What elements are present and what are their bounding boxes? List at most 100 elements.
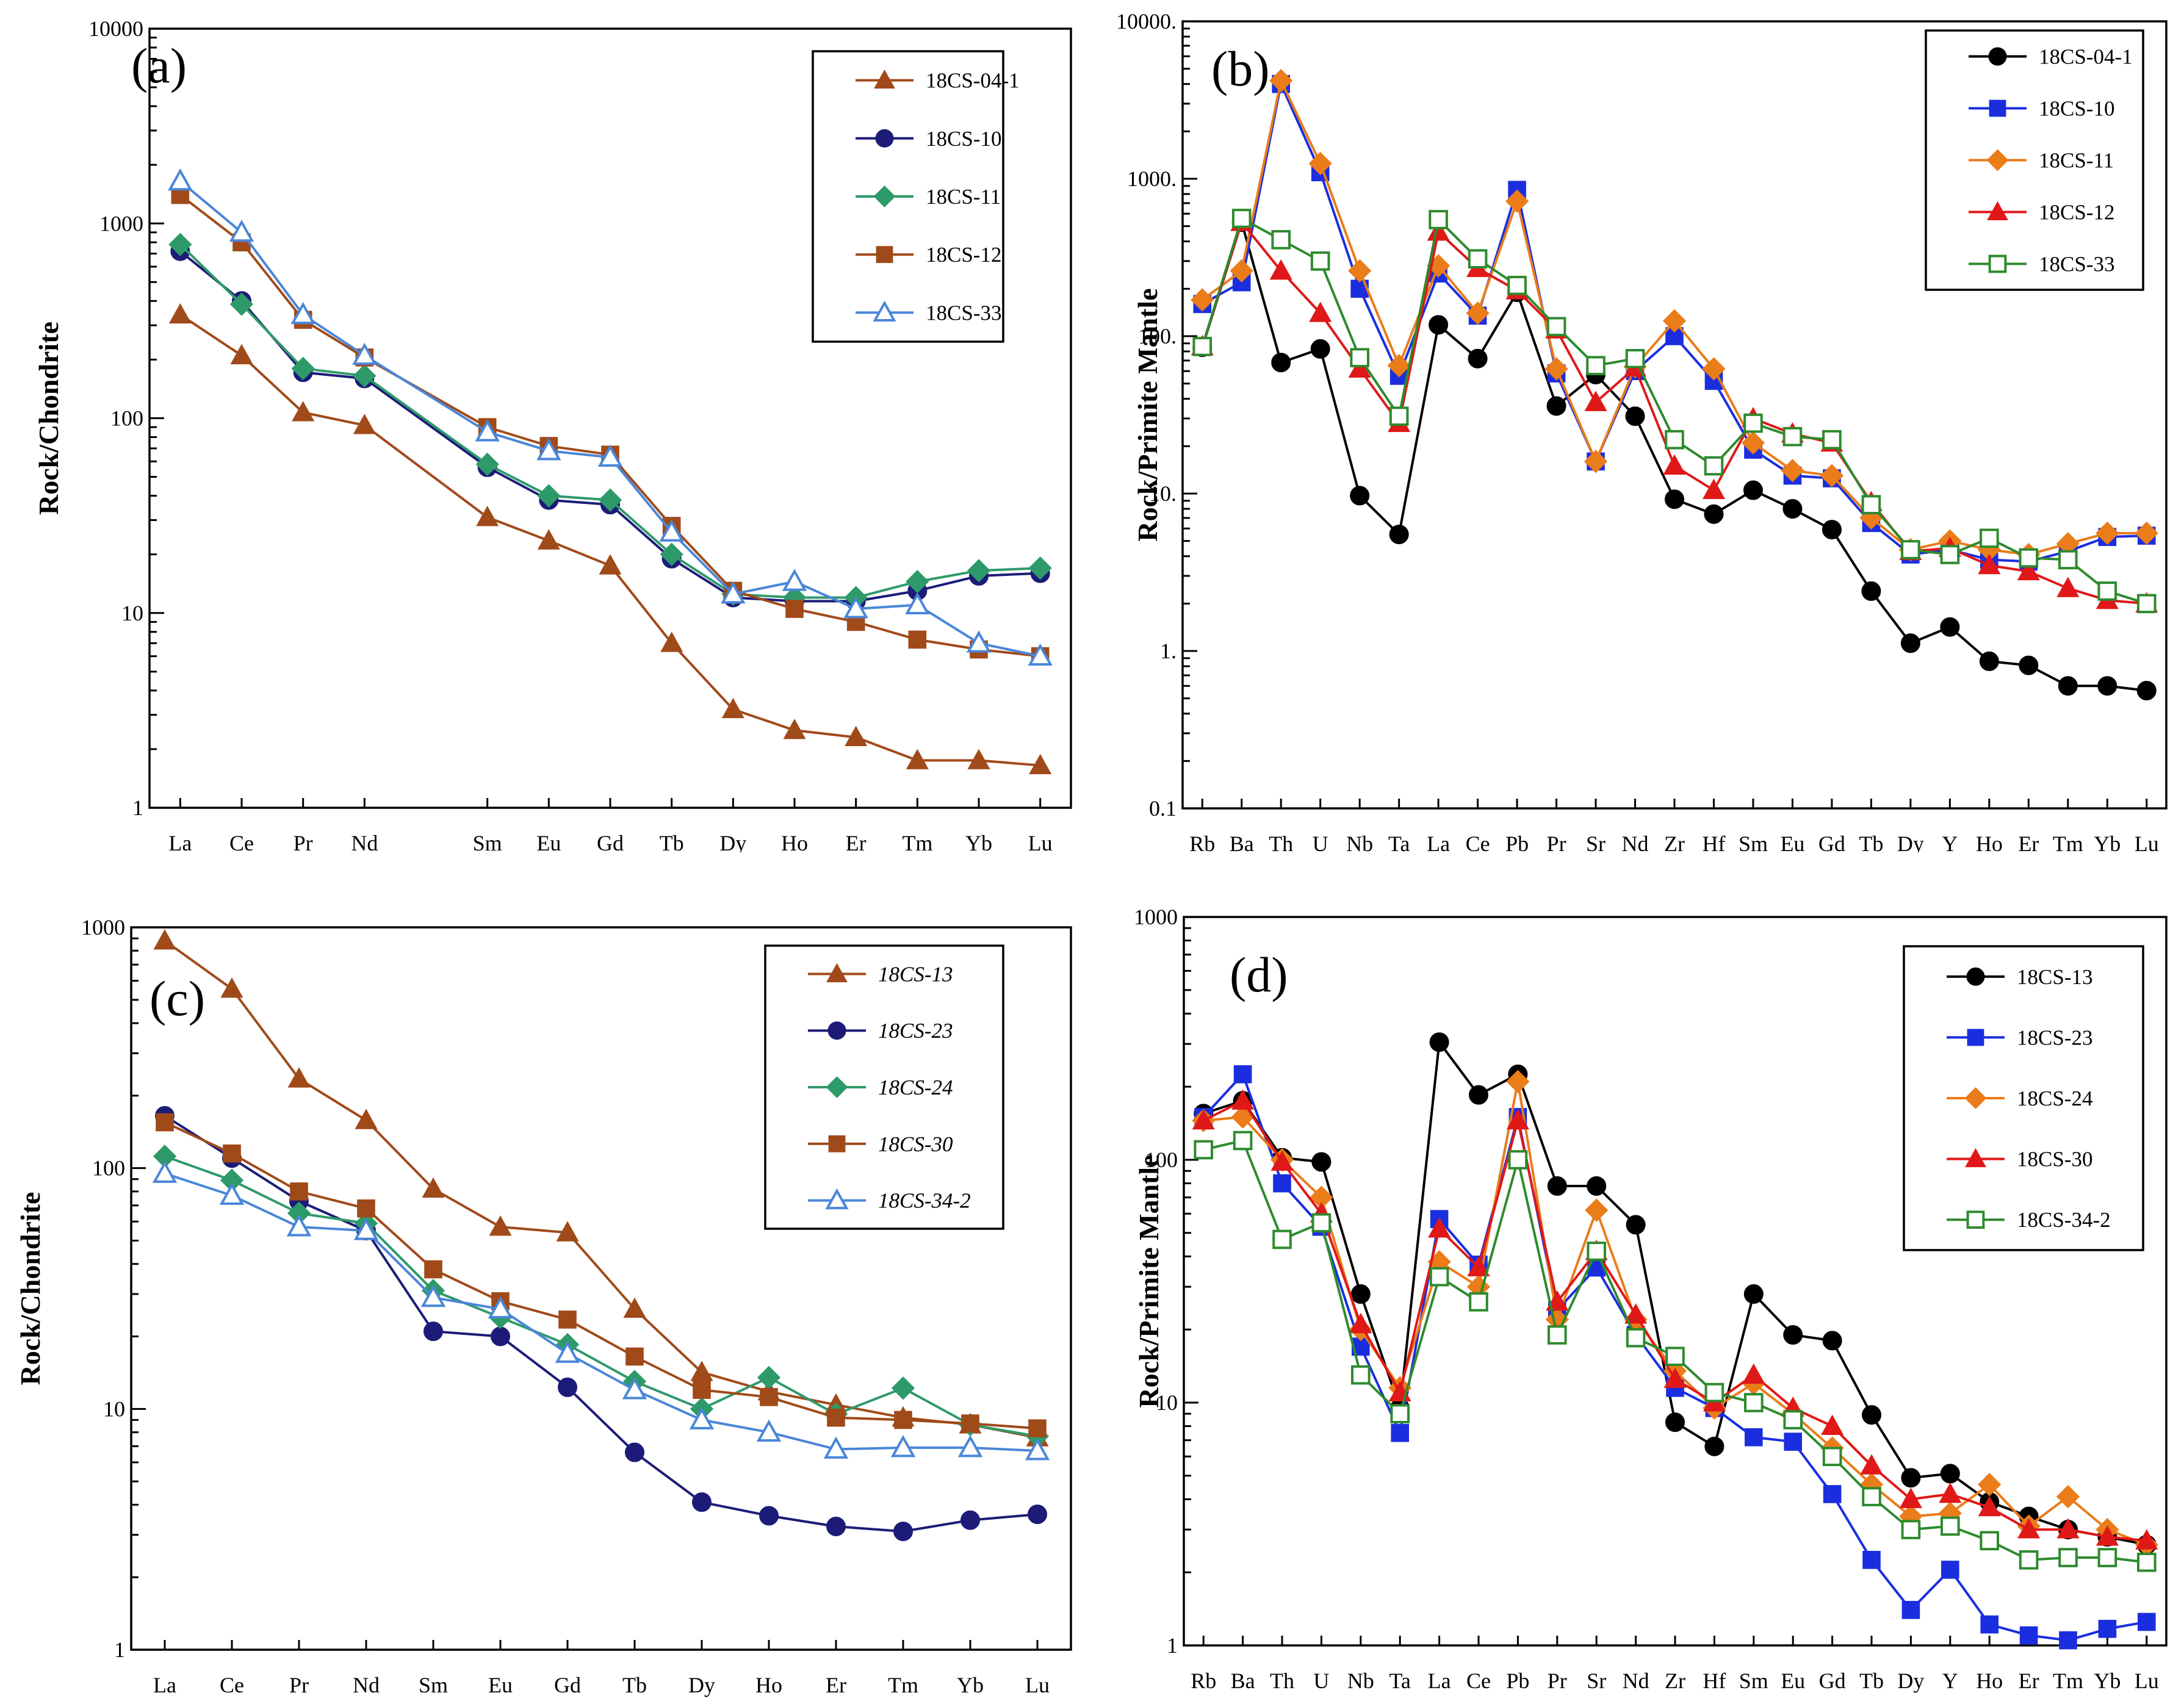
x-tick-label-zr: Zr (1665, 1669, 1685, 1693)
panel-label: (d) (1230, 947, 1288, 1002)
data-point-nb (1348, 357, 1371, 378)
data-point-er (843, 596, 868, 619)
data-point-sm (1744, 1393, 1764, 1412)
legend-label: 18CS-12 (2039, 201, 2114, 225)
x-tick-label-ba: Ba (1231, 1669, 1255, 1693)
data-point-nb (1348, 259, 1372, 283)
legend-marker (1965, 1148, 1986, 1168)
chart-a-svg: 1 10 100 1000 10000 La Ce Pr Nd Sm Eu Gd Tb Dy Ho Er Tm Y… (33, 16, 1072, 852)
data-point-lu (2137, 1552, 2157, 1572)
y-tick-label: 1000 (81, 915, 125, 940)
y-tick-label: 100 (1145, 1148, 1178, 1172)
data-point-er (2017, 1518, 2041, 1539)
series-line (164, 1155, 1038, 1438)
data-point-u (1311, 1152, 1332, 1172)
x-tick-label-ho: Ho (755, 1673, 782, 1697)
legend-marker (826, 963, 848, 982)
data-point-ho (783, 719, 806, 739)
legend-marker (1988, 47, 2007, 66)
x-tick-label-yb: Yb (2094, 1669, 2121, 1693)
data-point-tm (905, 592, 930, 614)
data-point-dy (693, 1381, 711, 1399)
data-point-pr (290, 1182, 308, 1201)
data-point-ta (1391, 1423, 1409, 1442)
series-line (179, 194, 1040, 658)
data-point-yb (967, 559, 991, 583)
data-point-tb (625, 1347, 644, 1366)
data-point-rb (1192, 1109, 1215, 1130)
data-point-pr (1546, 317, 1566, 337)
data-point-nb (1351, 1365, 1371, 1385)
data-point-tm (2056, 1484, 2080, 1509)
data-point-pb (1505, 189, 1529, 213)
plot-frame (130, 926, 1072, 1651)
legend-label: 18CS-10 (2039, 97, 2114, 121)
data-point-tm (2058, 676, 2078, 696)
data-point-lu (2135, 1529, 2158, 1550)
legend-marker (1987, 201, 2008, 221)
data-point-y (1940, 1464, 1960, 1484)
data-point-lu (1028, 1419, 1047, 1438)
x-tick-label-dy: Dy (1897, 1669, 1924, 1693)
data-point-sm (422, 1177, 445, 1198)
series-line (164, 1121, 1038, 1430)
panel-label: (b) (1211, 41, 1270, 96)
data-point-ta (1390, 1404, 1410, 1424)
x-tick-label-ba: Ba (1230, 832, 1254, 852)
x-tick-label-ce: Ce (1466, 832, 1490, 852)
data-point-lu (1028, 1504, 1047, 1525)
x-tick-label-y: Y (1942, 832, 1958, 852)
data-point-ho (1978, 1495, 2001, 1517)
x-tick-label-zr: Zr (1664, 832, 1685, 852)
data-point-ta (1389, 524, 1409, 544)
series-18cs-04-1 (1192, 212, 2157, 700)
data-point-nd (357, 1199, 375, 1218)
x-tick-label-tb: Tb (1859, 832, 1883, 852)
legend-label: 18CS-33 (2039, 253, 2114, 276)
data-point-zr (1663, 1367, 1687, 1388)
legend-label: 18CS-12 (926, 243, 1001, 267)
data-point-la (1427, 220, 1450, 241)
data-point-u (1311, 1213, 1332, 1233)
data-point-sr (1587, 1176, 1607, 1196)
data-point-eu (1783, 1410, 1803, 1429)
x-tick-label-eu: Eu (536, 831, 561, 852)
data-point-gd (1823, 1485, 1842, 1503)
x-tick-label-th: Th (1270, 1669, 1294, 1693)
data-point-dy (1901, 540, 1920, 559)
x-tick-label-lu: Lu (1025, 1673, 1050, 1697)
data-point-er (827, 1408, 845, 1427)
data-point-pr (1546, 396, 1566, 416)
y-tick-label: 10. (1149, 481, 1177, 506)
data-point-ba (1233, 1131, 1253, 1151)
data-point-dy (1899, 1487, 1922, 1508)
series-line (164, 940, 1038, 1439)
data-point-gd (1822, 1447, 1842, 1467)
x-tick-label-er: Er (826, 1673, 846, 1697)
data-point-nd (1625, 349, 1645, 368)
x-tick-label-ce: Ce (229, 831, 254, 852)
series-18cs-34-2 (1194, 1131, 2157, 1572)
x-tick-label-lu: Lu (1028, 831, 1053, 852)
legend-marker (873, 300, 896, 322)
data-point-yb (2097, 676, 2117, 696)
data-point-ho (1980, 528, 1999, 548)
data-point-hf (1702, 478, 1725, 499)
data-point-gd (1822, 520, 1842, 540)
data-point-pb (1506, 1069, 1530, 1093)
x-tick-label-eu: Eu (1781, 1669, 1805, 1693)
legend-label: 18CS-23 (878, 1019, 953, 1043)
y-tick-label: 10000 (88, 16, 143, 41)
data-point-nd (1625, 406, 1645, 426)
data-point-nd (1626, 1215, 1646, 1235)
data-point-er (2019, 548, 2039, 568)
x-tick-label-pb: Pb (1505, 832, 1529, 852)
data-point-gd (599, 554, 622, 575)
data-point-tb (625, 1442, 644, 1462)
data-point-eu (488, 1296, 513, 1318)
legend-label: 18CS-33 (926, 301, 1001, 325)
legend-marker (876, 246, 893, 264)
data-point-yb (2098, 1620, 2117, 1638)
data-point-tb (1862, 1405, 1881, 1425)
x-tick-label-gd: Gd (1819, 1669, 1846, 1693)
